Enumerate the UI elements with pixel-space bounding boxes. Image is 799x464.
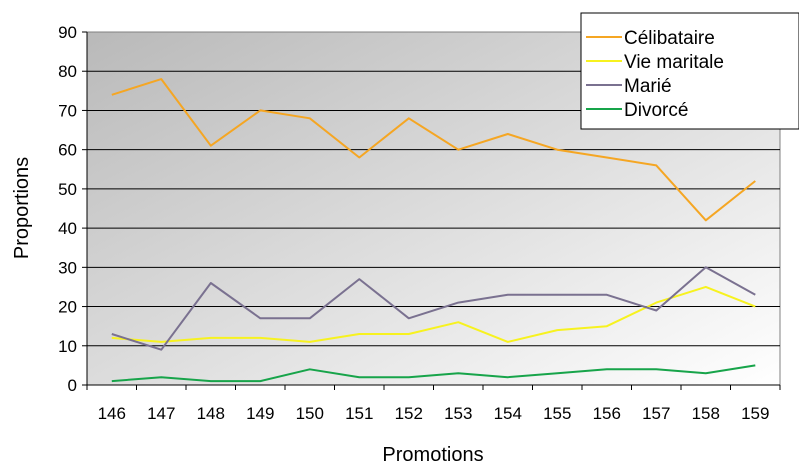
y-tick-label: 50 — [58, 180, 77, 199]
x-tick-label: 159 — [741, 404, 769, 423]
legend-box — [580, 12, 799, 130]
y-tick-label: 60 — [58, 141, 77, 160]
x-axis-title: Promotions — [382, 444, 483, 464]
x-tick-label: 146 — [98, 404, 126, 423]
x-tick-label: 151 — [345, 404, 373, 423]
y-tick-label: 10 — [58, 337, 77, 356]
x-tick-label: 153 — [444, 404, 472, 423]
y-tick-label: 30 — [58, 258, 77, 277]
y-tick-label: 20 — [58, 298, 77, 317]
x-tick-label: 152 — [395, 404, 423, 423]
series-line-3 — [111, 364, 756, 383]
series-line-0 — [111, 78, 756, 222]
legend-label: Marié — [624, 76, 672, 97]
x-tick-label: 158 — [692, 404, 720, 423]
x-tick-label: 154 — [494, 404, 522, 423]
x-tick-label: 150 — [296, 404, 324, 423]
series-line-2 — [111, 266, 756, 351]
x-axis: 146 147 148 149 150 151 152 153 154 155 156 157 158 1… — [86, 384, 781, 423]
x-tick-label: 147 — [147, 404, 175, 423]
y-tick-label: 80 — [58, 62, 77, 81]
series-lines — [111, 78, 756, 383]
legend: Célibataire Vie maritale Marié Divorcé — [580, 12, 799, 130]
y-axis: 0 10 20 30 40 50 60 70 80 90 — [58, 23, 88, 395]
x-tick-label: 157 — [642, 404, 670, 423]
x-tick-label: 156 — [593, 404, 621, 423]
legend-label: Divorcé — [624, 100, 688, 121]
series-line-1 — [111, 285, 756, 343]
x-tick-label: 149 — [246, 404, 274, 423]
y-tick-label: 40 — [58, 219, 77, 238]
y-tick-label: 70 — [58, 101, 77, 120]
x-tick-label: 148 — [197, 404, 225, 423]
y-axis-title: Proportions — [11, 157, 33, 259]
x-tick-label: 155 — [543, 404, 571, 423]
y-tick-label: 0 — [68, 376, 77, 395]
y-tick-label: 90 — [58, 23, 77, 42]
legend-label: Célibataire — [624, 28, 715, 49]
legend-label: Vie maritale — [624, 52, 724, 73]
